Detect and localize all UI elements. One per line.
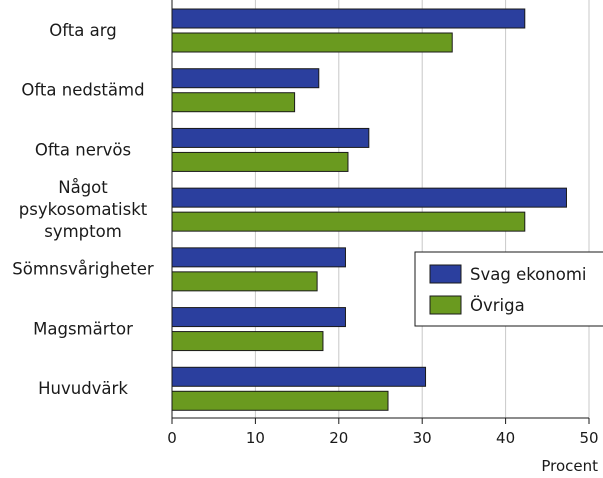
category-label-line: Ofta arg <box>49 21 116 40</box>
category-labels: Ofta arg Ofta nedstämd Ofta nervös Något psy… <box>12 21 154 398</box>
bar-ovriga-6 <box>171 390 389 411</box>
grid-lines <box>254 0 590 418</box>
category-label-3: Något psykosomatiskt symptom <box>19 178 148 241</box>
bar-svag-ekonomi-5 <box>171 307 346 328</box>
bar-svag-ekonomi-6 <box>171 366 427 387</box>
category-label-line: symptom <box>44 222 122 241</box>
bar-svag-ekonomi-1 <box>171 68 320 89</box>
bar-ovriga-1 <box>171 92 296 113</box>
category-label-5: Magsmärtor <box>33 319 133 338</box>
category-label-6: Huvudvärk <box>38 379 128 398</box>
category-label-0: Ofta arg <box>49 21 116 40</box>
legend-swatch-ovriga <box>429 295 462 315</box>
category-label-4: Sömnsvårigheter <box>12 260 154 279</box>
category-label-line: Sömnsvårigheter <box>12 260 154 279</box>
bar-svag-ekonomi-3 <box>171 187 567 208</box>
legend: Svag ekonomi Övriga <box>414 251 603 327</box>
bar-ovriga-0 <box>171 32 453 53</box>
category-label-line: psykosomatiskt <box>19 200 148 219</box>
x-tick-label-50: 50 <box>579 429 598 447</box>
bar-svag-ekonomi-2 <box>171 127 370 148</box>
x-tick-label-10: 10 <box>246 429 265 447</box>
bar-ovriga-3 <box>171 211 526 232</box>
legend-label-svag-ekonomi: Svag ekonomi <box>470 265 587 284</box>
bar-svag-ekonomi-0 <box>171 8 526 29</box>
x-tick-label-30: 30 <box>413 429 432 447</box>
x-tick-label-20: 20 <box>329 429 348 447</box>
category-label-line: Huvudvärk <box>38 379 128 398</box>
category-label-2: Ofta nervös <box>35 140 131 159</box>
category-label-line: Magsmärtor <box>33 319 133 338</box>
legend-swatch-svag-ekonomi <box>429 264 462 284</box>
bar-ovriga-5 <box>171 331 324 352</box>
category-label-line: Något <box>58 178 108 197</box>
category-label-1: Ofta nedstämd <box>21 81 144 100</box>
category-label-line: Ofta nedstämd <box>21 81 144 100</box>
x-tick-label-40: 40 <box>496 429 515 447</box>
bar-ovriga-2 <box>171 151 349 172</box>
legend-label-ovriga: Övriga <box>470 296 525 315</box>
category-label-line: Ofta nervös <box>35 140 131 159</box>
x-tick-label-0: 0 <box>167 429 177 447</box>
bars <box>171 8 567 411</box>
x-axis-ticks: 0 10 20 30 40 50 <box>167 418 599 447</box>
bar-ovriga-4 <box>171 271 318 292</box>
x-axis-title: Procent <box>541 457 598 475</box>
bar-svag-ekonomi-4 <box>171 247 346 268</box>
